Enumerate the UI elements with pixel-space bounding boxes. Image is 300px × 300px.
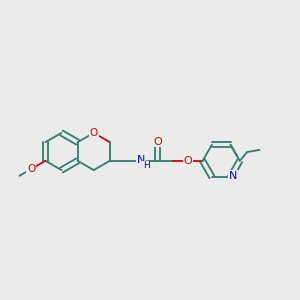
Text: H: H <box>143 161 149 170</box>
Text: O: O <box>90 128 98 138</box>
Text: O: O <box>153 136 162 147</box>
Text: O: O <box>27 164 35 174</box>
Text: O: O <box>183 156 192 166</box>
Text: N: N <box>229 171 237 181</box>
Text: N: N <box>137 155 145 165</box>
